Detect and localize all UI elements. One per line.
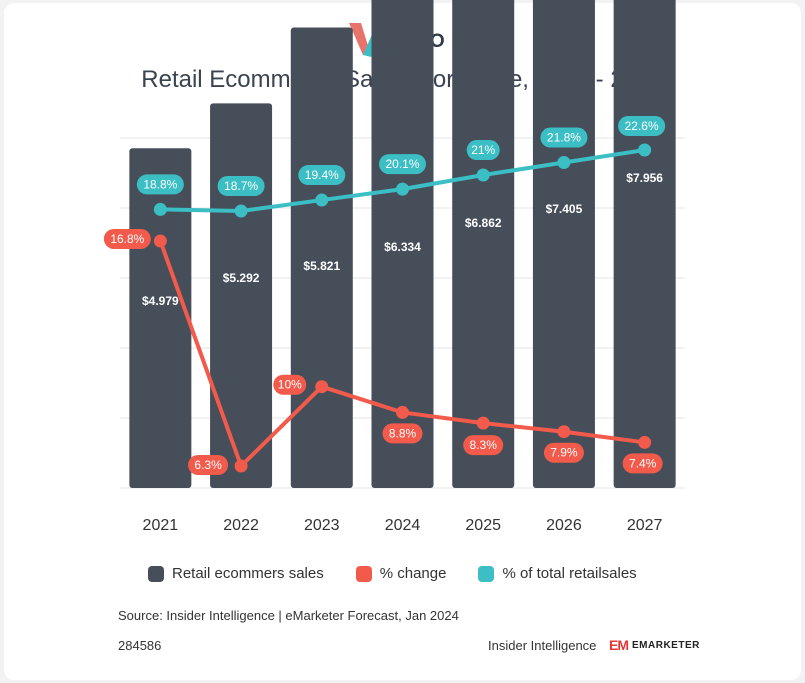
share-point-2024 — [396, 182, 409, 196]
change-point-2023 — [315, 380, 329, 394]
x-tick-2026: 2026 — [546, 517, 582, 534]
bar-2021 — [129, 148, 192, 488]
share-label-2023: 19.4% — [305, 168, 339, 182]
change-point-2021 — [153, 234, 167, 248]
share-label-2027: 22.6% — [625, 119, 659, 133]
chart-code: 284586 — [118, 638, 162, 653]
legend-swatch-change — [355, 565, 372, 582]
bar-2026 — [532, 0, 595, 488]
change-point-2027 — [638, 435, 652, 449]
legend-swatch-share — [478, 565, 495, 582]
chart-legend: Retail ecommers sales % change % of tota… — [148, 565, 669, 582]
share-label-2022: 18.7% — [224, 179, 258, 193]
legend-item-bars: Retail ecommers sales — [148, 565, 324, 582]
bar-label-2022: $5.292 — [223, 271, 260, 285]
share-label-bg-2024 — [379, 154, 426, 175]
bar-2025 — [452, 0, 515, 488]
change-label-2022: 6.3% — [194, 458, 222, 472]
change-label-bg-2024 — [382, 423, 423, 444]
change-label-bg-2025 — [463, 435, 504, 456]
source-note: Source: Insider Intelligence | eMarketer… — [118, 608, 459, 623]
x-tick-2025: 2025 — [465, 517, 501, 534]
emarketer-logo: EM EMARKETER — [609, 637, 700, 653]
change-label-bg-2022 — [188, 455, 229, 475]
bar-label-2021: $4.979 — [142, 294, 179, 308]
change-point-2022 — [234, 459, 248, 473]
share-label-bg-2022 — [217, 176, 265, 196]
legend-label-change: % change — [379, 565, 447, 582]
bar-label-2025: $6.862 — [465, 216, 502, 230]
x-tick-2027: 2027 — [627, 517, 663, 534]
change-label-bg-2021 — [103, 228, 151, 249]
share-label-bg-2027 — [618, 116, 666, 137]
change-label-2024: 8.8% — [389, 426, 417, 440]
share-label-bg-2026 — [540, 127, 588, 148]
change-label-bg-2023 — [273, 374, 307, 395]
insider-intelligence-label: Insider Intelligence — [488, 638, 597, 653]
share-point-2025 — [476, 168, 490, 182]
emarketer-wordmark: EMARKETER — [632, 639, 700, 651]
share-point-2021 — [153, 202, 167, 216]
share-label-bg-2021 — [136, 174, 184, 195]
emarketer-mark-icon: EM — [609, 637, 629, 653]
bar-2027 — [613, 0, 676, 488]
share-label-2025: 21% — [471, 143, 495, 157]
share-label-2024: 20.1% — [385, 157, 419, 171]
share-point-2023 — [315, 193, 329, 207]
x-tick-2021: 2021 — [143, 517, 179, 534]
change-label-2023: 10% — [278, 378, 302, 392]
share-point-2026 — [557, 156, 571, 170]
x-tick-2022: 2022 — [223, 517, 259, 534]
x-tick-2024: 2024 — [385, 517, 421, 534]
bar-2022 — [210, 103, 273, 489]
change-point-2026 — [557, 425, 571, 439]
x-tick-2023: 2023 — [304, 517, 340, 534]
share-point-2022 — [234, 204, 248, 218]
bar-2023 — [290, 27, 353, 488]
change-label-2027: 7.4% — [629, 456, 657, 470]
change-point-2025 — [476, 416, 490, 430]
bar-label-2027: $7.956 — [626, 171, 663, 185]
change-label-2021: 16.8% — [110, 232, 144, 246]
legend-label-bars: Retail ecommers sales — [172, 565, 324, 582]
change-label-2026: 7.9% — [550, 446, 578, 460]
bar-label-2026: $7.405 — [546, 202, 583, 216]
share-label-2021: 18.8% — [143, 177, 177, 191]
share-label-bg-2023 — [298, 165, 346, 186]
change-label-2025: 8.3% — [470, 438, 498, 452]
share-label-bg-2025 — [466, 140, 500, 161]
change-label-bg-2027 — [622, 453, 663, 474]
change-point-2024 — [396, 405, 409, 419]
legend-swatch-bars — [148, 565, 164, 582]
legend-label-share: % of total retailsales — [502, 565, 637, 582]
change-label-bg-2026 — [543, 442, 584, 463]
share-label-2026: 21.8% — [547, 131, 581, 145]
bar-label-2024: $6.334 — [384, 240, 421, 254]
share-point-2027 — [638, 143, 652, 157]
bar-label-2023: $5.821 — [303, 259, 340, 273]
legend-item-change: % change — [355, 565, 447, 582]
bar-2024 — [371, 0, 434, 488]
legend-item-share: % of total retailsales — [478, 565, 637, 582]
